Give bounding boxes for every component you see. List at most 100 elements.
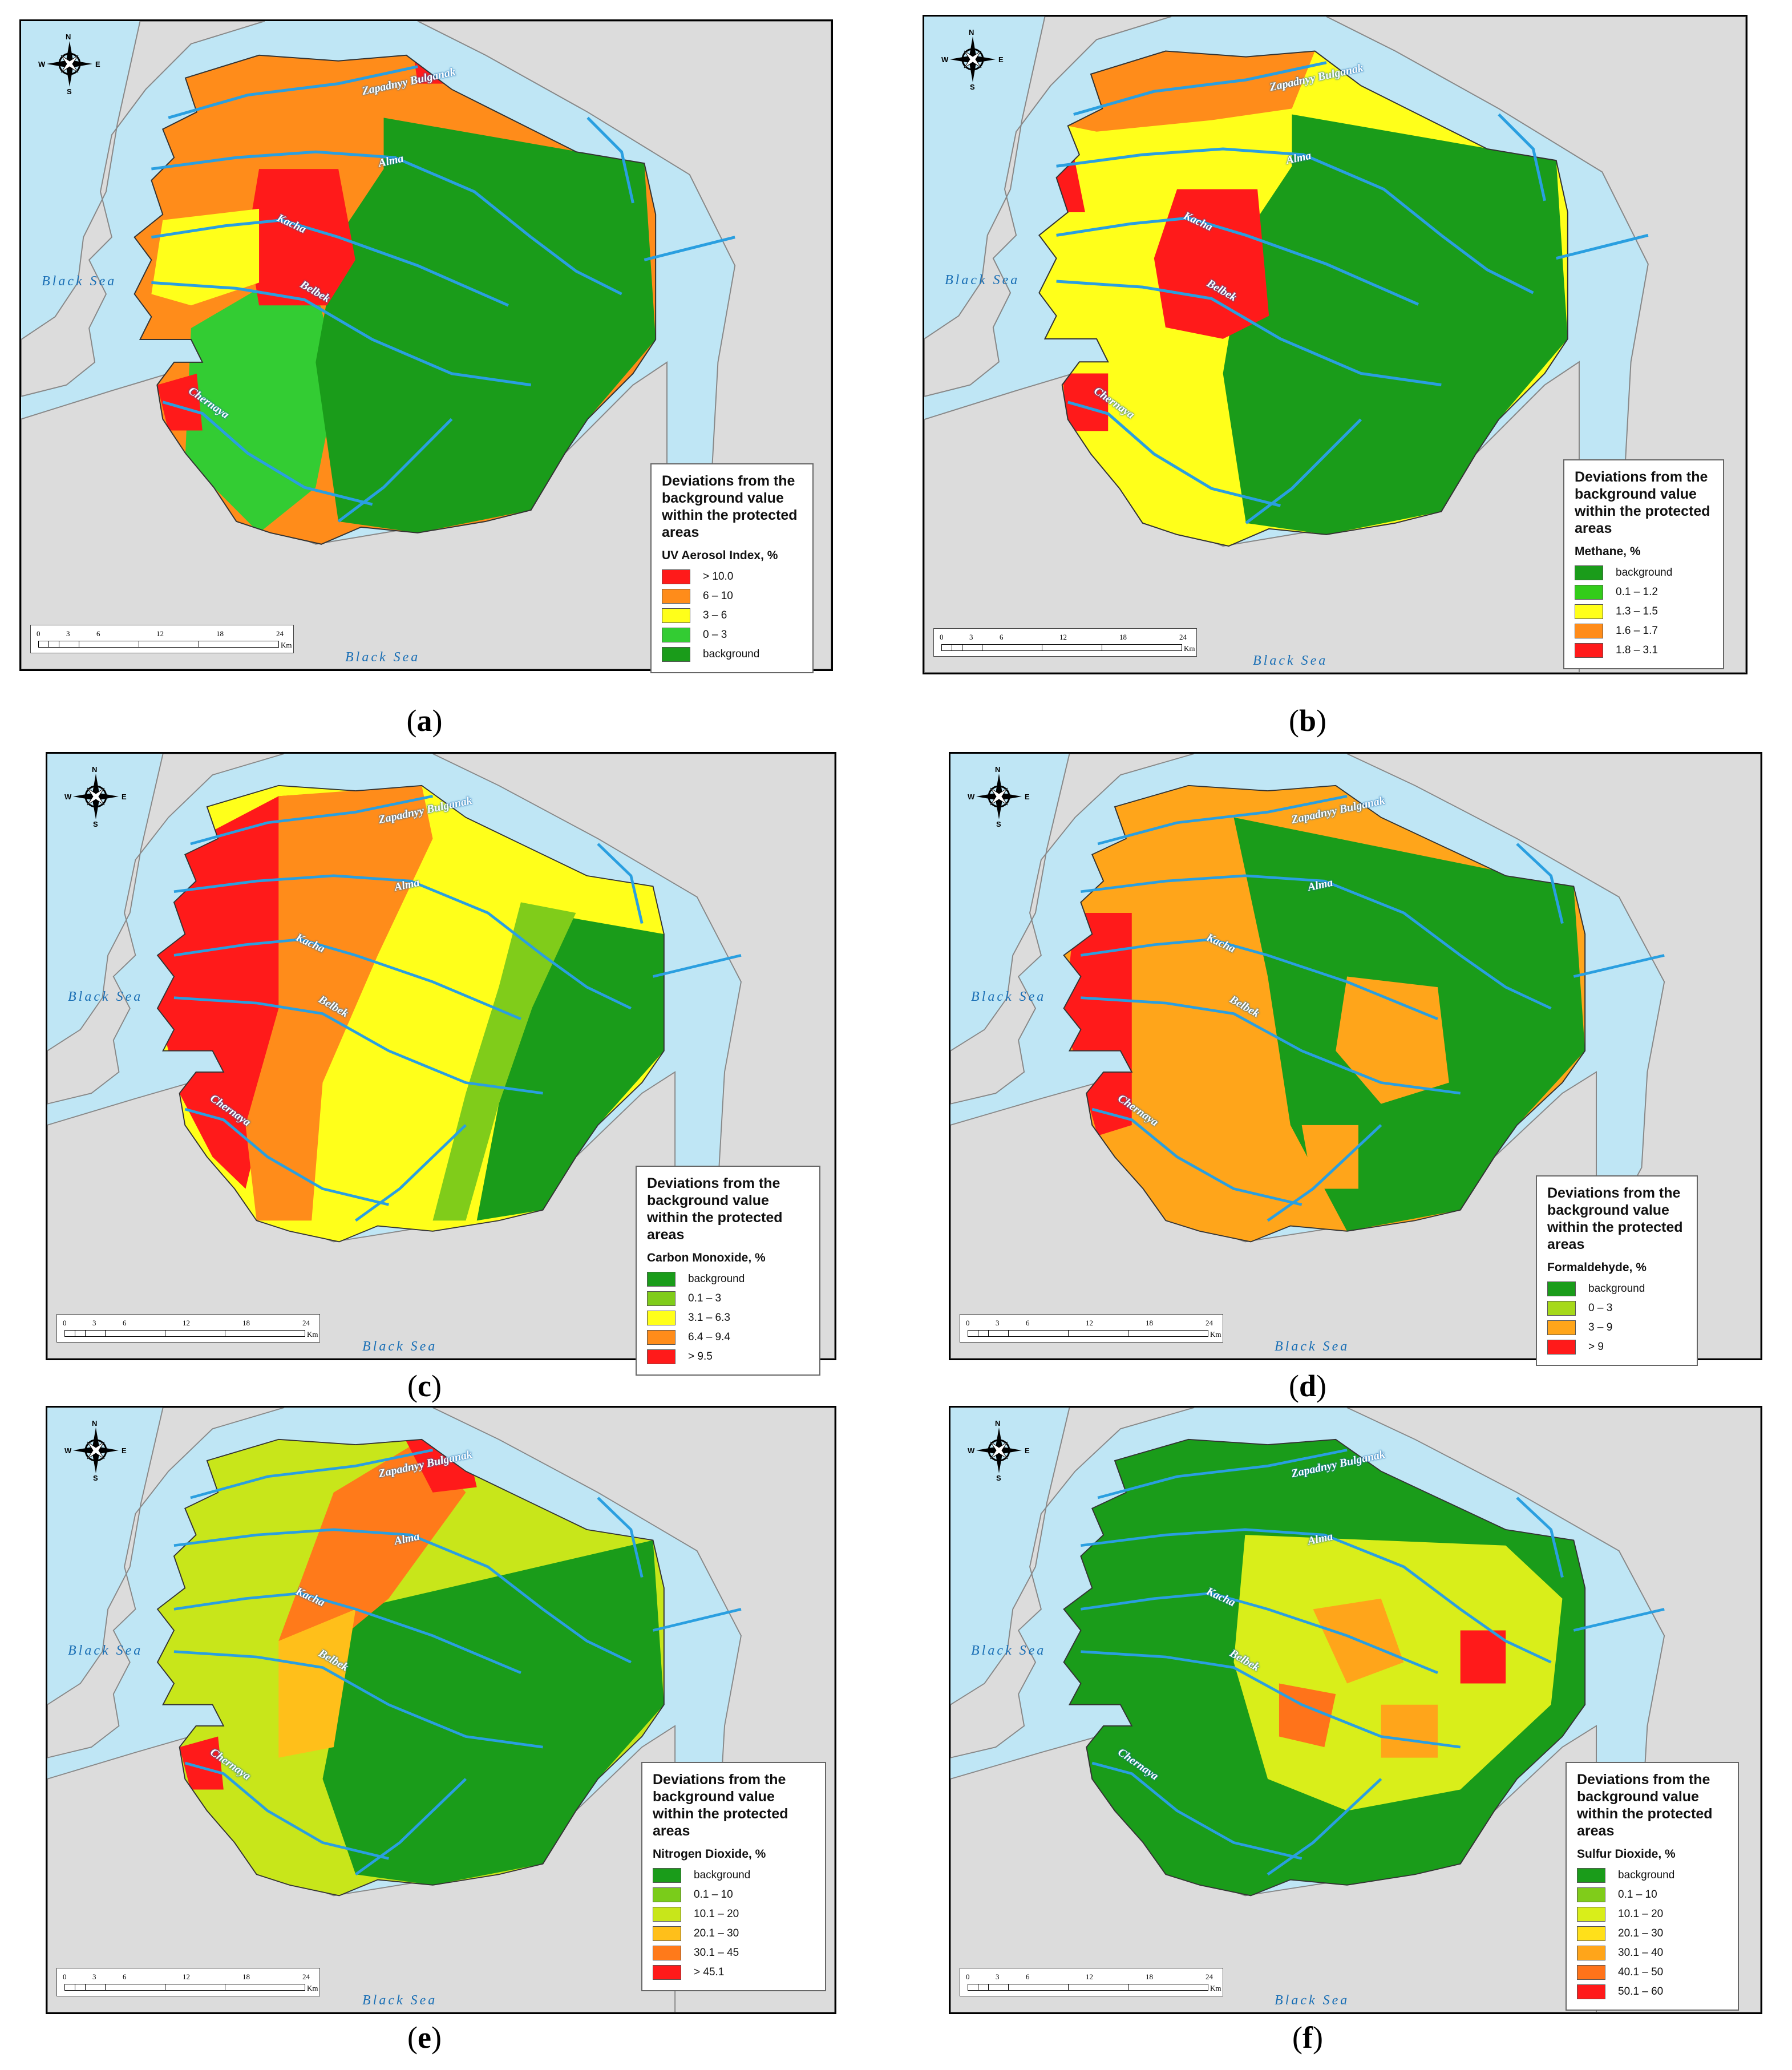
legend-label: 30.1 – 45 — [694, 1947, 739, 1959]
legend-label: 3 – 6 — [703, 609, 727, 621]
compass-label-w: W — [968, 793, 975, 801]
basin-outline — [1063, 785, 1586, 1243]
legend-label: 50.1 – 60 — [1618, 1986, 1664, 1998]
legend-row: background — [1547, 1279, 1686, 1299]
scale-tick-label: 6 — [1026, 1972, 1030, 1981]
river-line-3 — [1081, 1650, 1461, 1749]
compass-label-n: N — [92, 765, 98, 774]
zone-4 — [1301, 1125, 1358, 1189]
legend-swatch — [647, 1311, 675, 1325]
river-line-0 — [190, 795, 434, 846]
legend-title: Deviations from the background value wit… — [1575, 469, 1710, 536]
compass-label-n: N — [66, 33, 71, 41]
legend-label: background — [703, 648, 760, 660]
basin-outline — [156, 1438, 665, 1897]
zone-3 — [1460, 1630, 1506, 1684]
scale-tick-label: 0 — [63, 1319, 67, 1327]
scale-tick-label: 18 — [1119, 633, 1127, 641]
river-line-7 — [1516, 1497, 1564, 1578]
legend-row: 10.1 – 20 — [1577, 1905, 1728, 1924]
river-line-5 — [354, 1124, 467, 1222]
river-line-3 — [173, 1650, 543, 1749]
compass-label-w: W — [941, 55, 949, 64]
map-canvas — [47, 1408, 835, 2012]
legend-label: 6.4 – 9.4 — [688, 1331, 730, 1343]
legend-row: > 45.1 — [653, 1963, 815, 1982]
land-west — [950, 1408, 1195, 1758]
legend-row: 20.1 – 30 — [1577, 1924, 1728, 1943]
scale-tick-label: 3 — [996, 1972, 1000, 1981]
legend-swatch — [653, 1907, 681, 1922]
scale-tick-label: 6 — [96, 629, 100, 638]
legend-swatch — [647, 1349, 675, 1364]
legend-label: 0 – 3 — [1588, 1302, 1613, 1314]
scale-unit: Km — [1210, 1984, 1221, 1992]
river-line-1 — [1056, 147, 1442, 237]
river-line-7 — [1516, 843, 1564, 924]
zone-2 — [1063, 912, 1132, 1136]
legend-indicator: Methane, % — [1575, 545, 1641, 558]
legend-row: 30.1 – 45 — [653, 1943, 815, 1963]
caption-e: (e) — [407, 2020, 442, 2055]
legend-swatch — [1547, 1320, 1576, 1335]
legend-swatch — [662, 589, 690, 604]
legend-label: background — [1616, 567, 1673, 579]
sea-label-west: Black Sea — [945, 272, 1020, 288]
legend-label: 10.1 – 20 — [1618, 1908, 1664, 1920]
scale-unit: Km — [1210, 1330, 1221, 1339]
legend-swatch — [662, 569, 690, 584]
scale-tick-label: 3 — [969, 633, 973, 641]
legend-label: 6 – 10 — [703, 590, 733, 602]
legend-label: 0 – 3 — [703, 629, 727, 641]
zone-3 — [476, 912, 664, 1221]
river-line-4 — [1091, 1107, 1302, 1206]
scale-tick-label: 12 — [156, 629, 164, 638]
legend-a: Deviations from the background value wit… — [650, 463, 814, 673]
basin-outline — [134, 54, 657, 545]
river-line-2 — [151, 219, 509, 307]
legend-swatch — [1577, 1984, 1605, 1999]
legend-indicator: Formaldehyde, % — [1547, 1261, 1647, 1274]
scale-tick-label: 3 — [92, 1319, 96, 1327]
land-west — [47, 754, 285, 1105]
legend-row: 3 – 6 — [662, 606, 802, 625]
zone-1 — [1223, 114, 1568, 535]
compass-rose-icon: N S E W — [64, 765, 127, 828]
river-line-2 — [1081, 1592, 1438, 1675]
river-line-8 — [1573, 1608, 1665, 1632]
scale-tick-label: 12 — [1059, 633, 1067, 641]
legend-c: Deviations from the background value wit… — [636, 1166, 820, 1376]
caption-a: (a) — [406, 704, 443, 738]
river-line-0 — [168, 65, 418, 119]
scale-tick-label: 24 — [276, 629, 284, 638]
scale-tick-label: 0 — [940, 633, 944, 641]
river-line-4 — [1067, 401, 1281, 507]
legend-swatch — [653, 1946, 681, 1960]
compass-label-w: W — [64, 793, 72, 801]
legend-swatch — [662, 628, 690, 642]
legend-swatch — [1547, 1301, 1576, 1316]
legend-row: 30.1 – 40 — [1577, 1943, 1728, 1963]
sea-label-west: Black Sea — [971, 1643, 1046, 1659]
river-line-8 — [652, 954, 742, 978]
legend-swatch — [1575, 604, 1603, 619]
scale-tick-label: 12 — [1086, 1972, 1093, 1981]
river-line-6 — [542, 1608, 632, 1664]
legend-swatch — [653, 1965, 681, 1980]
legend-label: 3 – 9 — [1588, 1321, 1613, 1333]
legend-swatch — [1575, 585, 1603, 600]
river-line-1 — [173, 874, 544, 957]
legend-swatch — [1577, 1907, 1605, 1922]
scale-bar: 0 3 6 12 18 24 Km — [960, 1968, 1230, 1998]
map-panel-b: N S E W Black Sea Black Sea Zapadnyy Bulganak A… — [923, 15, 1747, 674]
legend-row: > 9.5 — [647, 1347, 809, 1366]
scale-tick-label: 24 — [1206, 1319, 1213, 1327]
legend-label: > 10.0 — [703, 571, 734, 583]
legend-label: background — [694, 1869, 751, 1881]
legend-row: background — [662, 645, 802, 664]
scale-tick-label: 24 — [1206, 1972, 1213, 1981]
legend-label: 0.1 – 10 — [1618, 1889, 1657, 1901]
river-line-0 — [1073, 61, 1327, 116]
legend-row: 0.1 – 10 — [653, 1885, 815, 1905]
zone-3 — [1154, 189, 1269, 339]
